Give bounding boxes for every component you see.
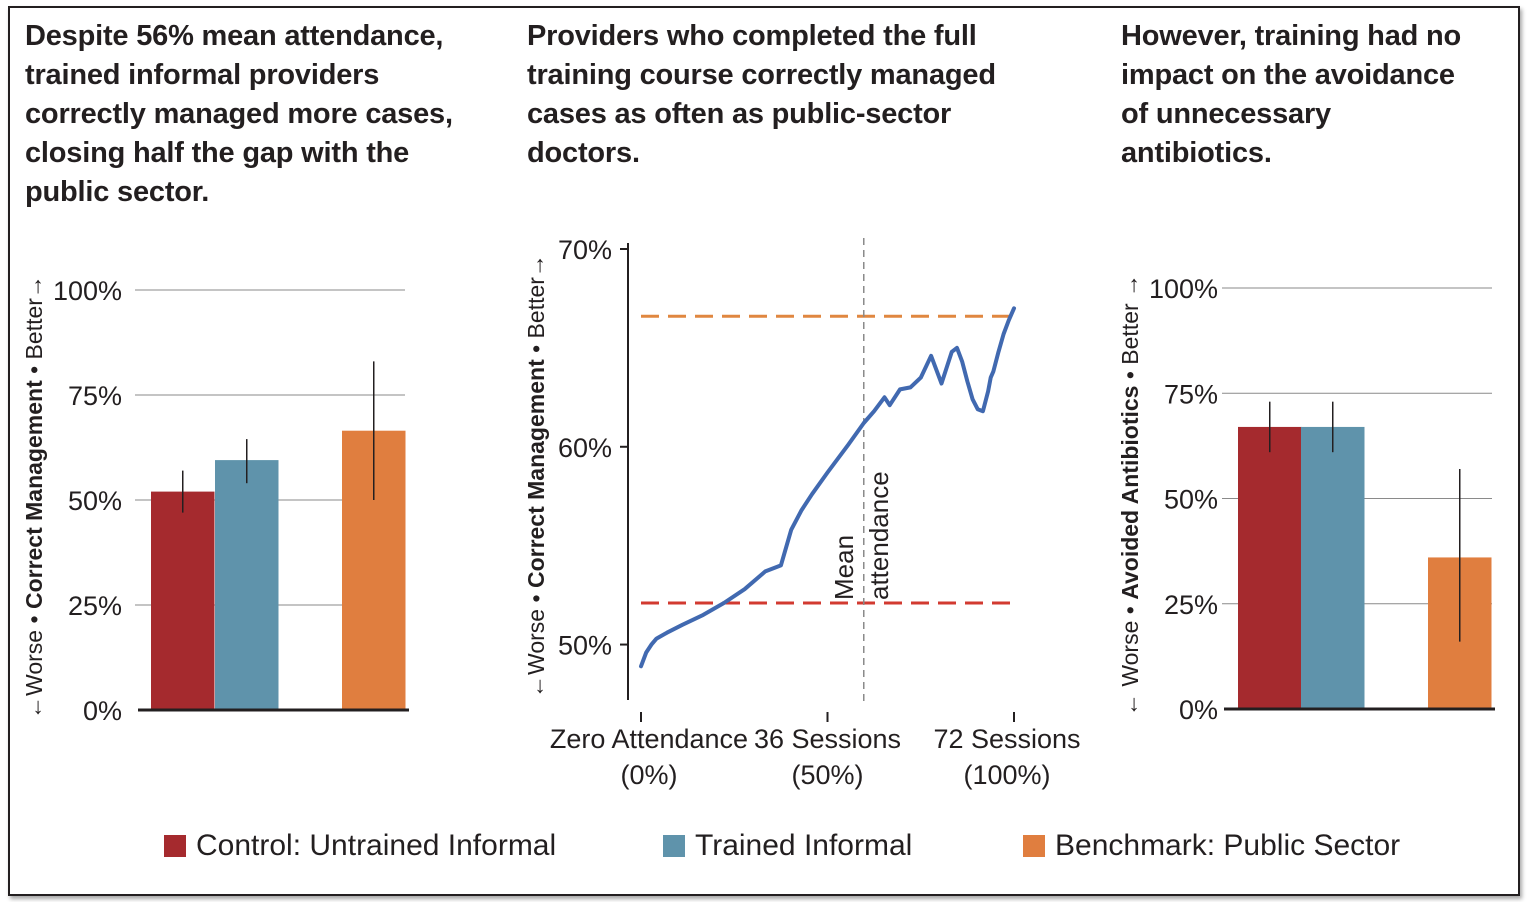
left-chart-y-axis-label: ←Worse • Correct Management • Better→ bbox=[21, 275, 47, 719]
middle-chart-xtick-label: 36 Sessions bbox=[754, 724, 901, 754]
right-chart-ytick-label: 0% bbox=[1179, 695, 1218, 725]
middle-chart-ytick-label: 50% bbox=[558, 631, 612, 661]
middle-chart-y-axis-label: ←Worse • Correct Management • Better→ bbox=[523, 254, 549, 698]
legend-swatch-trained bbox=[663, 835, 685, 857]
middle-chart-xtick-label: (50%) bbox=[791, 760, 863, 790]
heading-line: training course correctly managed bbox=[527, 59, 996, 91]
middle-chart-xtick-label: 72 Sessions bbox=[933, 724, 1080, 754]
legend: Control: Untrained Informal Trained Info… bbox=[0, 826, 1530, 866]
legend-swatch-control bbox=[164, 835, 186, 857]
left-chart-ytick-label: 50% bbox=[68, 486, 122, 516]
left-chart-bar bbox=[215, 460, 279, 710]
left-chart-ytick-label: 0% bbox=[83, 696, 122, 726]
right-chart-bar bbox=[1301, 426, 1365, 709]
left-chart-ytick-label: 75% bbox=[68, 381, 122, 411]
heading-line: public sector. bbox=[25, 176, 210, 208]
heading-line: However, training had no bbox=[1121, 20, 1462, 52]
middle-chart-xtick-label: (0%) bbox=[620, 760, 677, 790]
heading-line: correctly managed more cases, bbox=[25, 98, 453, 130]
legend-item-trained: Trained Informal bbox=[663, 826, 912, 866]
heading-middle: Providers who completed the full trainin… bbox=[527, 17, 996, 173]
middle-chart-xtick-label: (100%) bbox=[963, 760, 1050, 790]
middle-chart-ytick-label: 70% bbox=[558, 235, 612, 265]
legend-label: Control: Untrained Informal bbox=[196, 829, 557, 862]
right-chart-ytick-label: 75% bbox=[1164, 379, 1218, 409]
right-chart-ytick-label: 50% bbox=[1164, 485, 1218, 515]
legend-label: Trained Informal bbox=[695, 829, 913, 862]
middle-chart-mean-label: Mean bbox=[829, 535, 859, 600]
heading-line: closing half the gap with the bbox=[25, 137, 410, 169]
heading-line: impact on the avoidance bbox=[1121, 59, 1455, 91]
heading-line: cases as often as public-sector bbox=[527, 98, 952, 130]
middle-chart-mean-label: attendance bbox=[864, 471, 894, 600]
heading-line: doctors. bbox=[527, 137, 640, 169]
middle-chart-xtick-label: Zero Attendance bbox=[550, 724, 748, 754]
left-chart-ytick-label: 100% bbox=[53, 276, 122, 306]
heading-line: trained informal providers bbox=[25, 59, 380, 91]
heading-left: Despite 56% mean attendance, trained inf… bbox=[25, 17, 453, 212]
right-chart-ytick-label: 25% bbox=[1164, 590, 1218, 620]
middle-chart-series-line bbox=[639, 306, 1016, 669]
right-chart-y-axis-label: ← Worse • Avoided Antibiotics • Better → bbox=[1117, 274, 1143, 716]
legend-item-control: Control: Untrained Informal bbox=[164, 826, 556, 866]
legend-item-benchmark: Benchmark: Public Sector bbox=[1023, 826, 1400, 866]
right-chart-bar bbox=[1238, 426, 1302, 709]
heading-line: Providers who completed the full bbox=[527, 20, 977, 52]
right-chart-ytick-label: 100% bbox=[1149, 274, 1218, 304]
heading-line: antibiotics. bbox=[1121, 137, 1272, 169]
heading-right: However, training had no impact on the a… bbox=[1121, 17, 1461, 173]
heading-line: Despite 56% mean attendance, bbox=[25, 20, 444, 52]
left-chart-ytick-label: 25% bbox=[68, 591, 122, 621]
legend-swatch-benchmark bbox=[1023, 835, 1045, 857]
legend-label: Benchmark: Public Sector bbox=[1055, 829, 1401, 862]
heading-line: of unnecessary bbox=[1121, 98, 1331, 130]
left-chart-bar bbox=[151, 491, 215, 710]
middle-chart-ytick-label: 60% bbox=[558, 433, 612, 463]
